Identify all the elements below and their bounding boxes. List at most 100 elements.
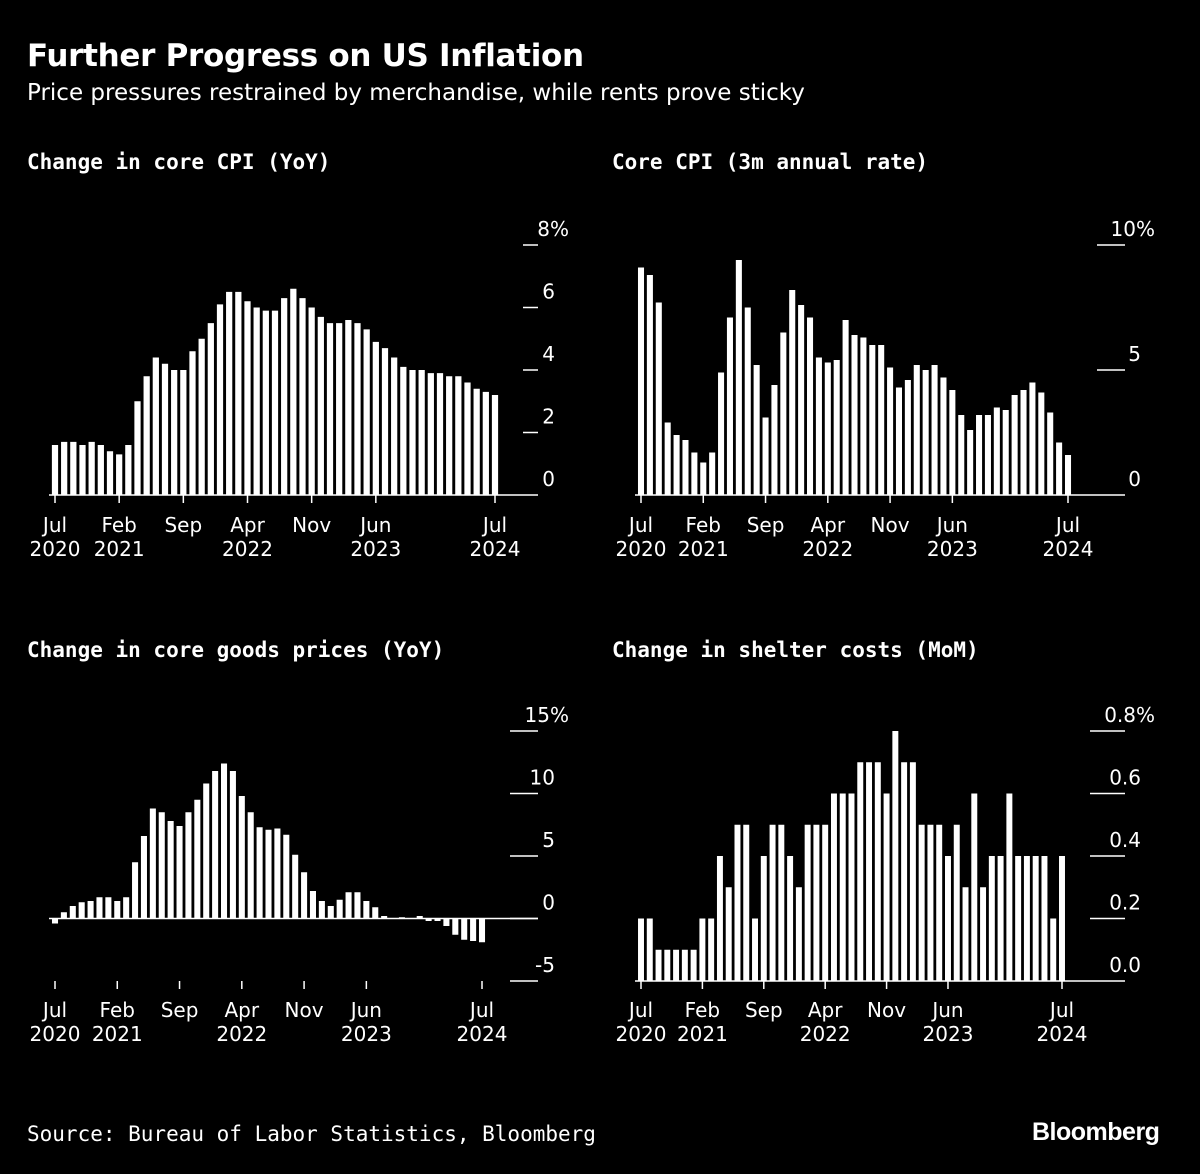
bar-2022-09 <box>866 762 873 981</box>
bar-2020-10 <box>664 422 671 495</box>
x-tick-year: 2023 <box>927 537 978 561</box>
x-tick-year: 2023 <box>341 1022 392 1046</box>
bar-2021-09 <box>760 856 767 981</box>
bar-2023-07 <box>372 907 379 919</box>
bar-2023-08 <box>967 430 974 495</box>
bar-2023-03 <box>345 320 352 495</box>
x-tick-year: 2020 <box>616 1022 667 1046</box>
bar-2021-10 <box>769 824 776 981</box>
bar-2020-12 <box>682 440 689 495</box>
x-tick-label: Jul <box>481 513 507 537</box>
bar-2024-07 <box>1064 455 1072 495</box>
bar-2020-11 <box>88 441 95 496</box>
bar-2023-02 <box>327 906 334 919</box>
bar-2021-07 <box>161 363 169 495</box>
bar-2022-10 <box>874 762 881 981</box>
bar-2021-06 <box>734 824 741 981</box>
bar-2023-04 <box>931 365 938 495</box>
y-tick-label: 10 <box>530 766 555 790</box>
x-tick-label: Jun <box>930 998 963 1022</box>
bar-2021-12 <box>207 323 214 496</box>
bar-2023-11 <box>988 856 995 981</box>
bar-2023-12 <box>1002 410 1009 495</box>
bar-2023-12 <box>997 856 1004 981</box>
bar-2020-07 <box>51 918 59 924</box>
bar-2022-02 <box>804 824 811 981</box>
x-tick-label: Jul <box>1054 513 1080 537</box>
x-tick-year: 2024 <box>1037 1022 1088 1046</box>
bar-2024-04 <box>1032 856 1039 981</box>
bar-2020-07 <box>51 445 59 495</box>
x-tick-label: Jun <box>349 998 382 1022</box>
bar-2023-12 <box>416 916 423 919</box>
bar-2022-12 <box>317 316 324 496</box>
bar-2020-09 <box>655 302 662 495</box>
bar-2023-07 <box>953 824 960 981</box>
bar-2020-07 <box>638 918 644 981</box>
x-tick-label: Apr <box>808 998 843 1022</box>
bar-2023-03 <box>918 824 925 981</box>
bar-2021-06 <box>735 260 742 495</box>
bar-2022-06 <box>256 827 263 919</box>
bar-2021-01 <box>690 949 697 981</box>
bar-2023-01 <box>326 323 334 496</box>
bar-2021-07 <box>158 812 165 919</box>
bar-2024-02 <box>446 376 453 495</box>
bar-2023-10 <box>980 887 987 981</box>
bar-2020-12 <box>96 897 103 919</box>
x-tick-label: Feb <box>100 998 135 1022</box>
bar-2022-05 <box>833 360 840 495</box>
x-tick-year: 2022 <box>802 537 853 561</box>
bar-2021-02 <box>699 918 706 981</box>
y-tick-label: 2 <box>542 405 555 429</box>
bar-2022-08 <box>857 762 864 981</box>
y-tick-label: 10% <box>1111 217 1155 241</box>
bar-2022-10 <box>878 345 885 495</box>
bar-2020-10 <box>664 949 671 981</box>
bar-2024-02 <box>1020 390 1027 495</box>
y-tick-label: 0 <box>542 891 555 915</box>
bar-2023-08 <box>381 916 388 919</box>
bar-2024-01 <box>1011 395 1018 495</box>
bar-2022-01 <box>216 304 224 496</box>
x-tick-year: 2023 <box>923 1022 974 1046</box>
bar-2021-09 <box>180 370 187 495</box>
chart-title-core-goods: Change in core goods prices (YoY) <box>27 638 445 662</box>
bar-2022-07 <box>848 793 855 981</box>
bar-2021-09 <box>176 826 183 919</box>
bar-2020-09 <box>655 949 662 981</box>
bar-2023-11 <box>993 407 1000 495</box>
bar-2023-06 <box>945 856 951 981</box>
bar-2022-09 <box>869 345 876 495</box>
bar-2020-08 <box>646 275 653 495</box>
bar-2024-04 <box>1038 392 1045 495</box>
bar-2021-07 <box>743 824 750 981</box>
bar-2024-03 <box>1029 382 1036 495</box>
x-tick-label: Jul <box>41 513 67 537</box>
y-tick-label: 0.6 <box>1109 766 1141 790</box>
x-tick-label: Jun <box>358 513 391 537</box>
y-tick-label: 0 <box>542 467 555 491</box>
subtitle: Price pressures restrained by merchandis… <box>27 80 805 106</box>
x-tick-year: 2021 <box>678 537 729 561</box>
y-tick-label: -5 <box>535 953 555 977</box>
bar-2023-01 <box>904 380 911 495</box>
bar-2023-09 <box>400 366 407 496</box>
bar-2024-07 <box>478 918 486 943</box>
y-tick-label: 0.4 <box>1109 828 1141 852</box>
bloomberg-logo: Bloomberg <box>1032 1118 1160 1146</box>
bar-2022-08 <box>274 828 281 919</box>
y-tick-label: 0 <box>1128 467 1141 491</box>
bar-2023-11 <box>418 370 425 495</box>
bar-2020-11 <box>87 901 94 919</box>
bar-2023-10 <box>409 370 416 495</box>
bar-2021-01 <box>106 451 114 495</box>
bar-2022-01 <box>798 305 805 495</box>
x-tick-label: Sep <box>745 998 783 1022</box>
bar-2021-06 <box>152 357 159 495</box>
bar-2022-01 <box>212 771 219 919</box>
bar-2024-01 <box>1006 793 1013 981</box>
bar-2022-06 <box>262 310 269 496</box>
bar-2022-05 <box>253 307 260 495</box>
